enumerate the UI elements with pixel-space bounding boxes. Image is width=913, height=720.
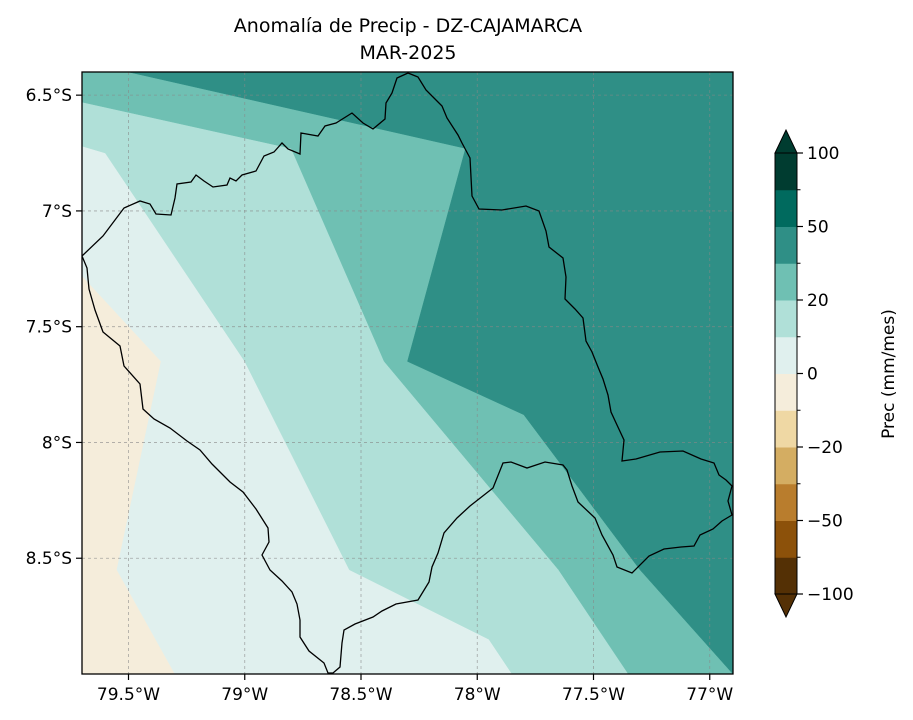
colorbar-tick-label: −100 <box>807 585 854 605</box>
x-axis: 79.5°W 79°W 78.5°W 78°W 77.5°W 77°W <box>97 674 733 705</box>
anomaly-region-4 <box>128 72 733 674</box>
grid-lines <box>82 72 733 674</box>
chart-title: Anomalía de Precip - DZ-CAJAMARCA <box>234 15 582 37</box>
colorbar-tick-label: 50 <box>807 218 829 238</box>
colorbar-extend-min <box>774 593 798 619</box>
colorbar-tick-label: 20 <box>807 291 829 311</box>
x-tick-label: 79°W <box>221 685 268 705</box>
colorbar-tick-label: 0 <box>807 365 818 385</box>
colorbar-extend-max <box>774 128 798 154</box>
x-tick-label: 77.5°W <box>562 685 625 705</box>
colorbar: 100 50 20 0 −20 −50 −100 <box>774 128 854 619</box>
colorbar-label: Prec (mm/mes) <box>879 309 899 439</box>
colorbar-segment <box>775 483 797 521</box>
colorbar-tick-label: −20 <box>807 438 843 458</box>
y-tick-label: 8°S <box>42 433 72 453</box>
colorbar-tick-label: 100 <box>807 144 839 164</box>
colorbar-segment <box>775 447 797 485</box>
colorbar-segment <box>775 520 797 558</box>
y-axis: 6.5°S 7°S 7.5°S 8°S 8.5°S <box>26 86 82 569</box>
x-tick-label: 78.5°W <box>329 685 392 705</box>
chart-subtitle: MAR-2025 <box>359 42 456 64</box>
coastline-border <box>82 72 733 674</box>
colorbar-segment <box>775 153 797 191</box>
colorbar-segment <box>775 557 797 595</box>
x-tick-label: 77°W <box>686 685 733 705</box>
colorbar-segment <box>775 226 797 264</box>
colorbar-segment <box>775 263 797 301</box>
colorbar-segment <box>775 300 797 338</box>
x-tick-label: 78°W <box>454 685 501 705</box>
y-tick-label: 7.5°S <box>26 318 72 338</box>
colorbar-segment <box>775 373 797 411</box>
colorbar-segment <box>775 336 797 374</box>
colorbar-tick-label: −50 <box>807 512 843 532</box>
y-tick-label: 8.5°S <box>26 549 72 569</box>
colorbar-segment <box>775 410 797 448</box>
plot-frame <box>81 71 734 675</box>
colorbar-segment <box>775 189 797 227</box>
x-tick-label: 79.5°W <box>97 685 160 705</box>
anomaly-regions <box>82 72 733 674</box>
y-tick-label: 7°S <box>42 202 72 222</box>
region-borders <box>82 72 733 674</box>
y-tick-label: 6.5°S <box>26 86 72 106</box>
